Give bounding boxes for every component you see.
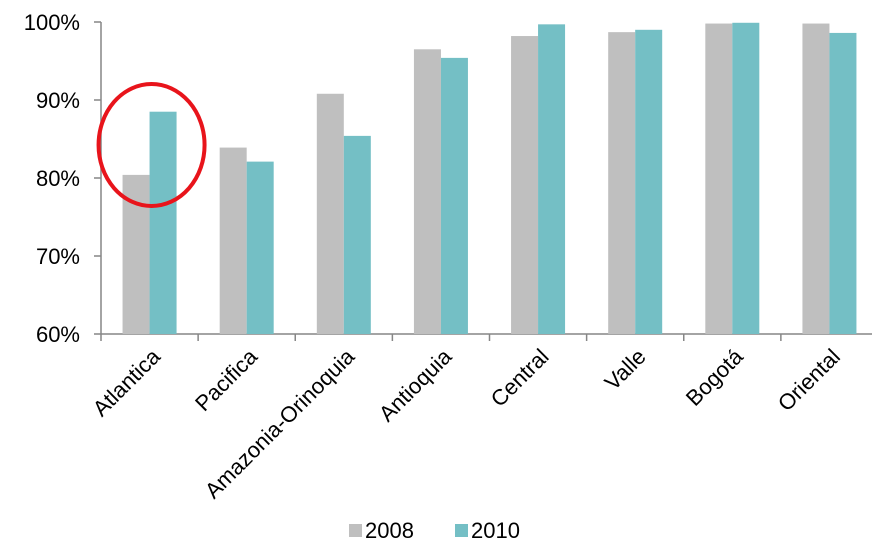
legend-label-2010: 2010: [471, 518, 520, 543]
bar-2010: [635, 29, 663, 335]
bar-2010: [538, 24, 566, 335]
x-category-label: Bogotá: [681, 343, 749, 411]
bar-2008: [705, 23, 733, 335]
legend-label-2008: 2008: [365, 518, 414, 543]
x-category-label: Oriental: [773, 344, 845, 416]
x-category-label: Antioquia: [374, 343, 457, 426]
bar-2008: [511, 36, 539, 334]
bar-2010: [246, 161, 274, 334]
bar-2010: [343, 135, 371, 334]
bar-2010: [149, 111, 177, 334]
bar-2008: [802, 23, 830, 335]
x-category-label: Atlantica: [88, 343, 166, 421]
x-category-label: Pacifica: [190, 343, 263, 416]
bars: [122, 22, 857, 335]
bar-2008: [608, 32, 636, 334]
y-ticks: 60% 70% 80% 90% 100%: [24, 10, 101, 347]
bar-2008: [219, 147, 247, 334]
x-category-label: Valle: [600, 344, 651, 395]
annotation-layer: [96, 82, 207, 208]
y-tick-label: 70%: [36, 244, 80, 269]
y-tick-label: 60%: [36, 322, 80, 347]
x-category-label: Central: [486, 344, 554, 412]
bar-2010: [440, 57, 468, 334]
y-tick-label: 100%: [24, 10, 80, 35]
bar-2008: [413, 49, 441, 335]
bar-2008: [316, 93, 344, 334]
highlight-ellipse: [96, 82, 207, 208]
legend-swatch-2008: [349, 524, 362, 537]
legend: 2008 2010: [349, 518, 520, 543]
legend-swatch-2010: [455, 524, 468, 537]
y-tick-label: 80%: [36, 166, 80, 191]
bar-2010: [732, 22, 760, 335]
y-tick-label: 90%: [36, 88, 80, 113]
bar-2010: [829, 32, 857, 335]
